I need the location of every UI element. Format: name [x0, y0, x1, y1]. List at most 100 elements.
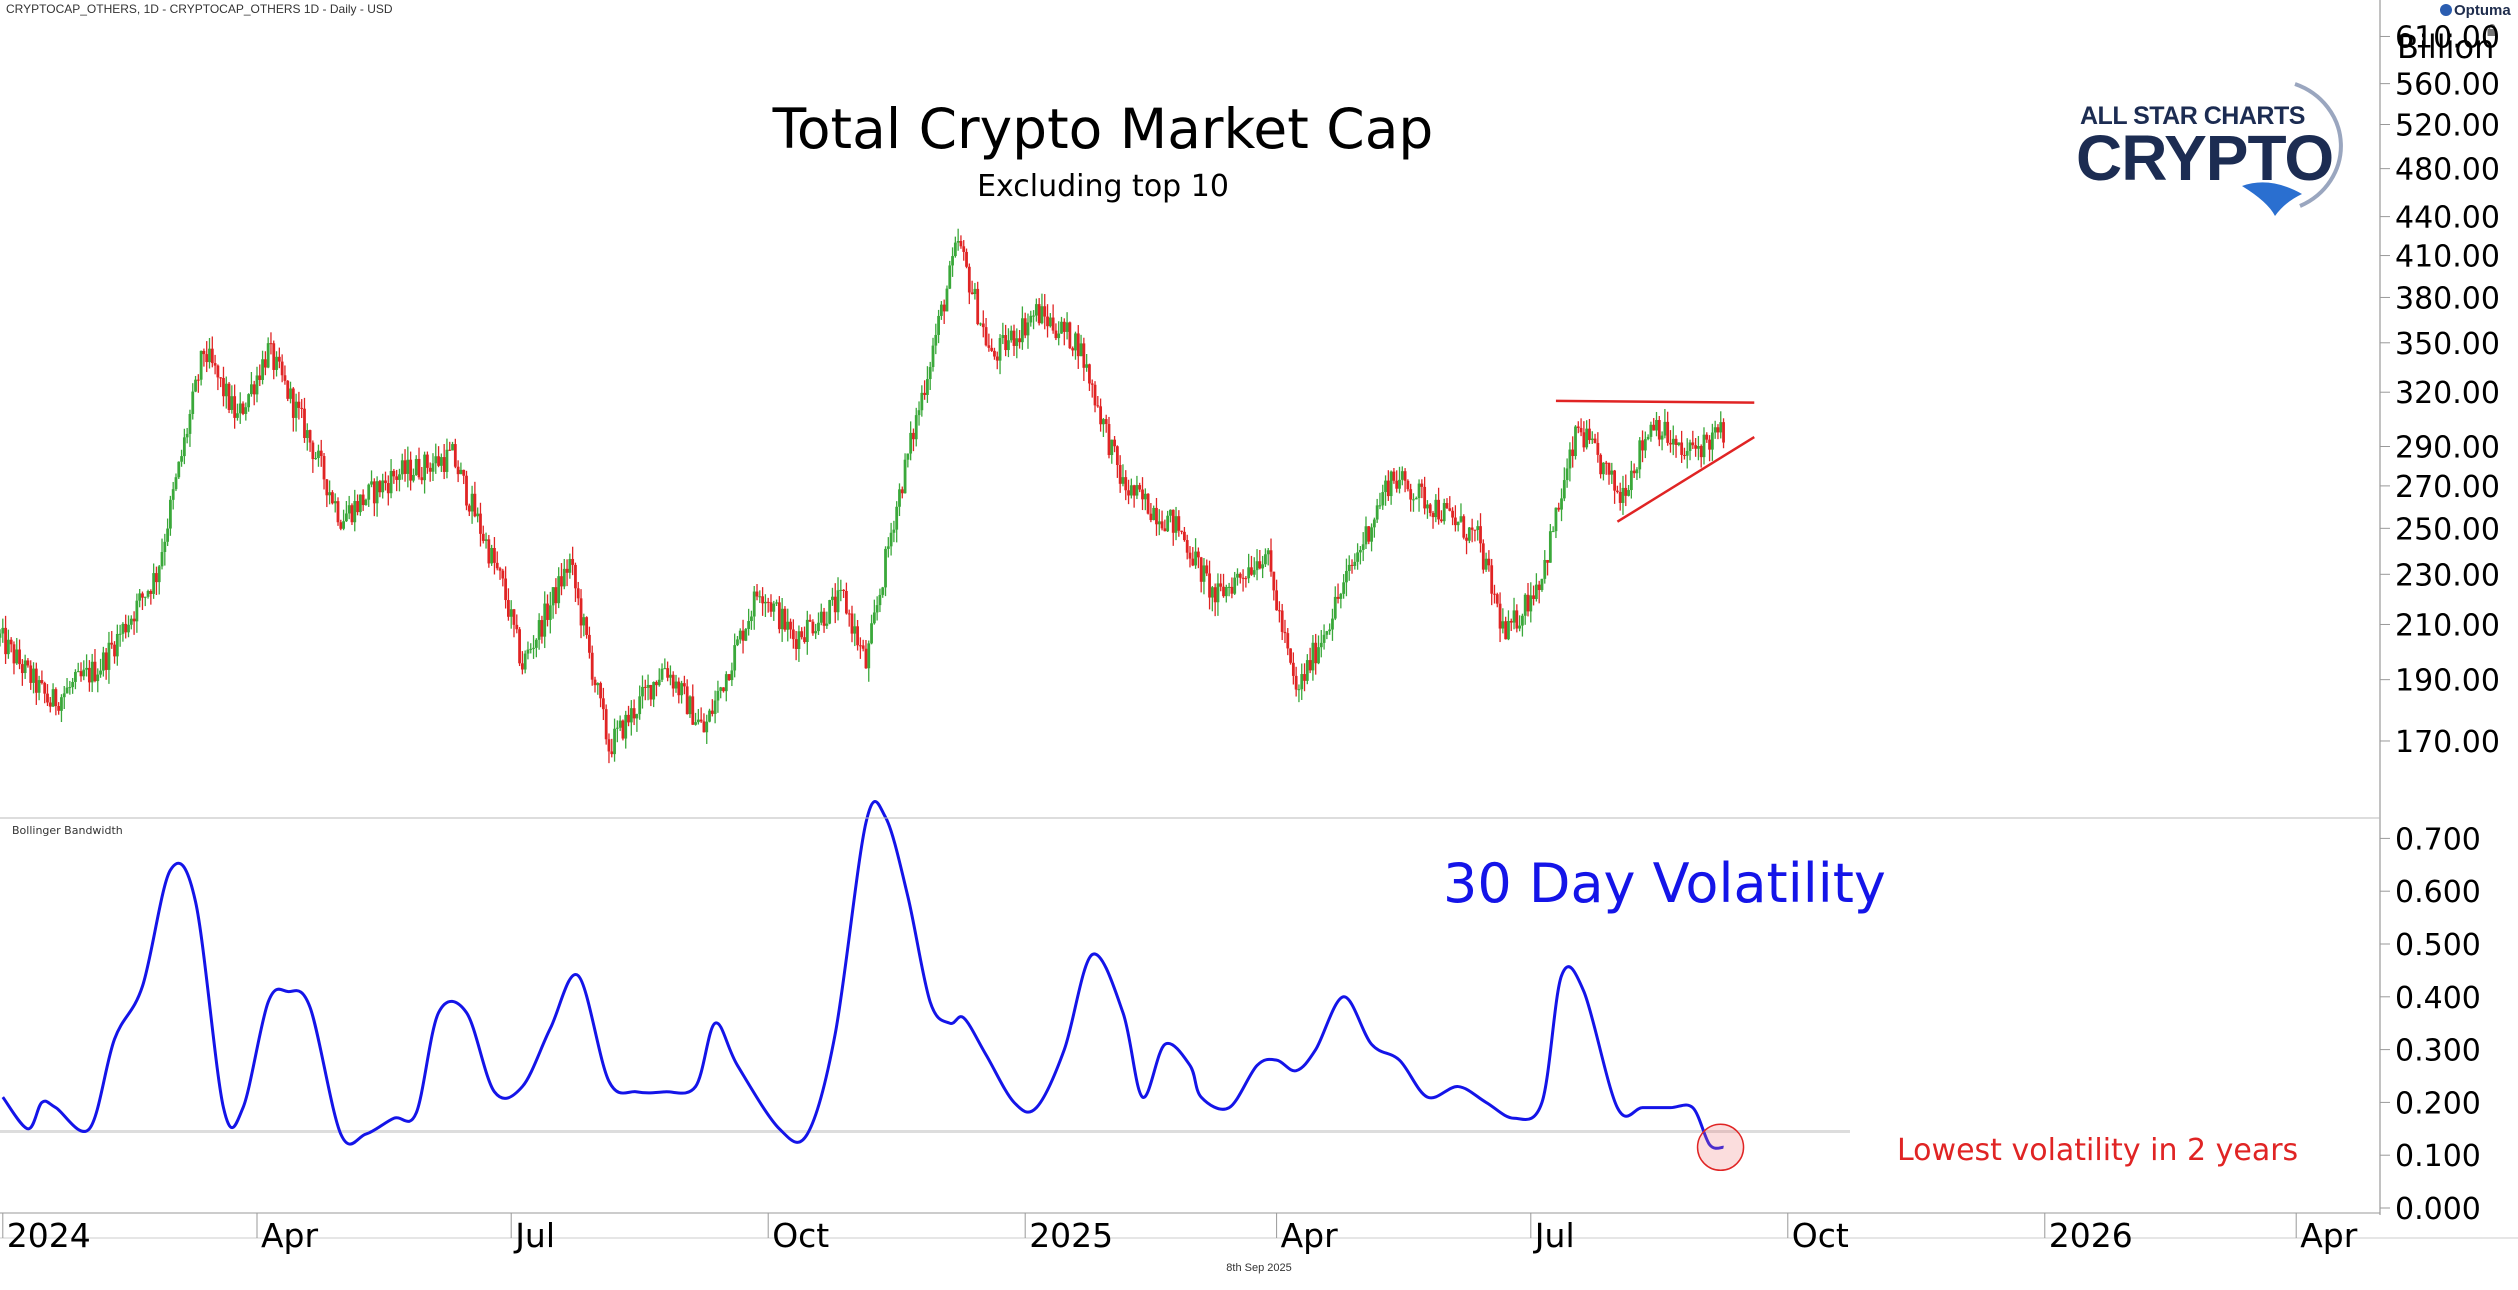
price-candle-body [453, 444, 457, 467]
price-candle-body [188, 413, 192, 434]
price-candle-body [1646, 436, 1650, 440]
price-candle-body [1694, 445, 1698, 449]
price-candle-body [29, 665, 33, 683]
price-candle-body [744, 628, 748, 641]
price-candle-body [1532, 595, 1535, 599]
y-axis-unit: Billion [2397, 28, 2494, 66]
price-candle-body [1303, 674, 1306, 681]
price-candle-body [303, 408, 306, 438]
price-candle-body [1361, 544, 1365, 550]
x-tick-label: Jul [1533, 1216, 1575, 1255]
price-candle-body [141, 593, 144, 598]
price-candle-body [708, 710, 711, 722]
price-candle-body [1669, 442, 1672, 445]
price-candle-body [722, 687, 725, 692]
price-candle-body [1079, 343, 1083, 357]
price-candle-body [331, 492, 334, 504]
price-candle-body [258, 375, 262, 380]
price-candle-body [939, 304, 943, 316]
volatility-y-tick-label: 0.600 [2395, 875, 2481, 910]
price-candle-body [166, 528, 170, 542]
price-candle-body [364, 499, 368, 506]
price-candle-body [459, 469, 463, 475]
price-candle-body [289, 388, 292, 399]
price-candle-body [110, 642, 114, 645]
price-candle-body [398, 474, 401, 480]
price-candle-body [99, 670, 102, 675]
price-candle-body [1040, 306, 1044, 324]
price-candle-body [789, 621, 792, 630]
price-candle-body [747, 621, 751, 629]
price-candle-body [710, 710, 714, 714]
price-candle-body [1322, 634, 1326, 643]
price-candle-body [951, 256, 954, 266]
price-candle-body [1347, 564, 1351, 571]
price-candle-body [1250, 567, 1253, 575]
price-candle-body [1649, 424, 1653, 437]
price-candle-body [783, 608, 787, 630]
price-candle-body [1001, 335, 1005, 339]
price-candle-body [1090, 383, 1094, 385]
price-candle-body [641, 686, 644, 697]
price-candle-body [696, 719, 700, 723]
price-candle-body [247, 394, 251, 408]
price-candle-body [1135, 485, 1139, 496]
price-candle-body [1467, 527, 1471, 541]
price-candle-body [1437, 499, 1441, 520]
price-candle-body [867, 643, 871, 669]
price-candle-body [358, 494, 362, 513]
price-candle-body [1699, 445, 1703, 458]
price-candle-body [956, 241, 960, 243]
price-candle-body [1442, 503, 1446, 522]
price-candle-body [280, 361, 284, 376]
price-candle-body [1423, 486, 1427, 509]
price-candle-body [917, 410, 921, 416]
price-candle-body [825, 623, 829, 626]
price-candle-body [691, 696, 695, 725]
price-candle-body [660, 668, 664, 680]
price-candle-body [261, 359, 264, 380]
price-candle-body [238, 403, 242, 414]
price-candle-body [51, 689, 55, 707]
price-candle-body [1152, 507, 1156, 521]
price-y-tick-label: 270.00 [2395, 470, 2500, 505]
price-candle-body [62, 693, 66, 698]
price-candle-body [32, 668, 35, 683]
price-candle-body [325, 479, 329, 496]
price-candle-body [1384, 480, 1387, 493]
price-candle-body [493, 547, 496, 563]
price-candle-body [484, 539, 488, 541]
price-candle-body [794, 639, 798, 649]
lock-icon[interactable] [2486, 24, 2498, 36]
price-candle-body [903, 459, 907, 494]
price-candle-body [741, 630, 745, 641]
price-candle-body [1719, 422, 1723, 433]
price-candle-body [252, 384, 256, 395]
price-candle-body [434, 456, 438, 464]
low-volatility-annotation: Lowest volatility in 2 years [1897, 1133, 2298, 1168]
price-candle-body [1395, 480, 1399, 489]
price-candle-body [546, 603, 549, 620]
price-candle-body [250, 384, 253, 395]
price-candle-body [185, 433, 189, 438]
price-candle-body [1434, 499, 1438, 518]
price-candle-body [948, 265, 952, 289]
price-candle-body [920, 392, 924, 411]
price-candle-body [1308, 660, 1312, 671]
price-candle-body [1657, 420, 1661, 440]
price-candle-body [241, 403, 245, 414]
price-candle-body [688, 696, 692, 715]
price-candle-body [1635, 469, 1639, 474]
price-candle-body [174, 477, 178, 490]
price-candle-body [378, 481, 382, 493]
price-candle-body [870, 623, 873, 644]
price-candle-body [157, 566, 161, 583]
price-candle-body [275, 356, 278, 370]
price-candle-body [1062, 321, 1066, 332]
price-candle-body [403, 460, 407, 474]
price-candle-body [1115, 446, 1119, 466]
price-candle-body [1088, 364, 1091, 384]
price-y-tick-label: 410.00 [2395, 240, 2500, 275]
price-candle-body [90, 661, 94, 683]
price-candle-body [1132, 485, 1136, 496]
